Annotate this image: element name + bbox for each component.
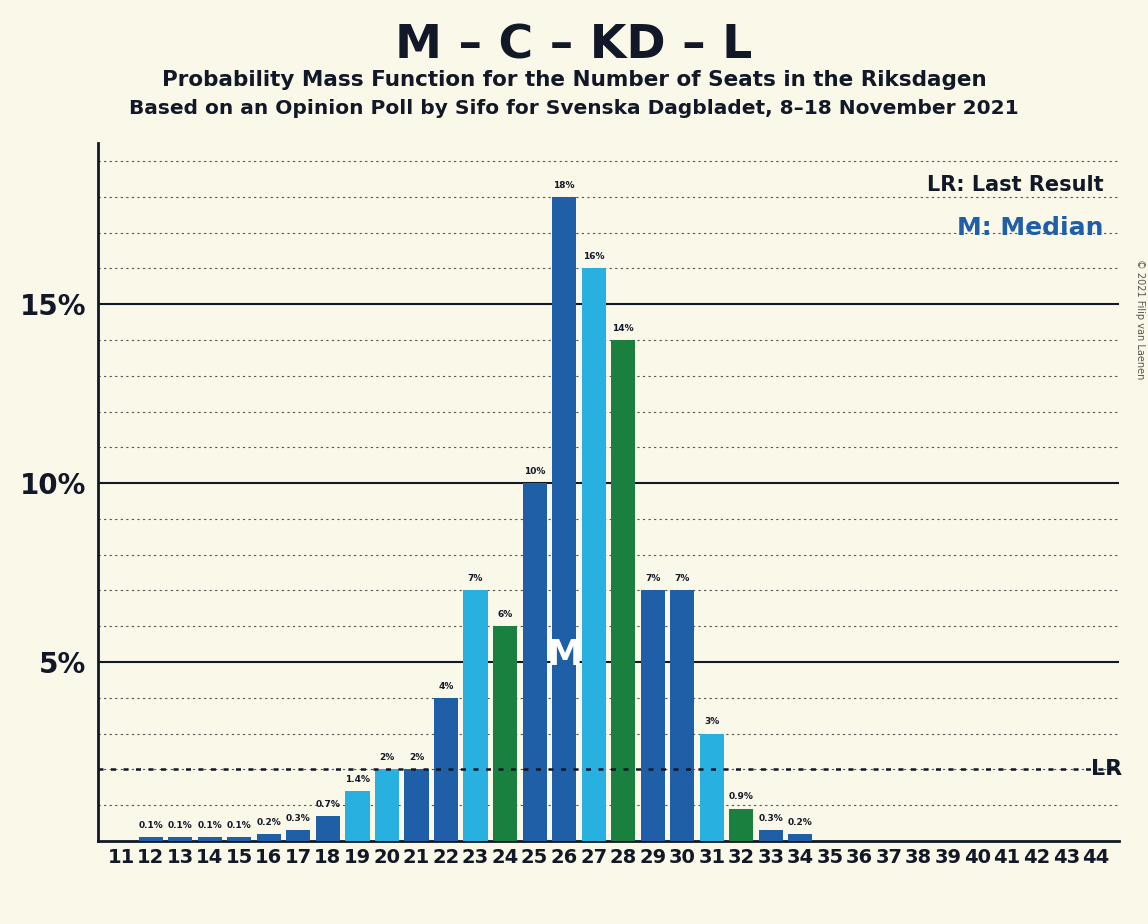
Text: 2%: 2% [379, 753, 395, 762]
Text: 0.1%: 0.1% [227, 821, 251, 830]
Text: 4%: 4% [439, 682, 453, 690]
Text: 7%: 7% [675, 574, 690, 583]
Bar [197, 837, 222, 841]
Bar [257, 833, 281, 841]
Bar [759, 830, 783, 841]
Text: 0.2%: 0.2% [788, 818, 813, 827]
Bar [464, 590, 488, 841]
Bar [434, 698, 458, 841]
Text: 0.3%: 0.3% [759, 814, 783, 823]
Bar [139, 837, 163, 841]
Bar [552, 197, 576, 841]
Bar [168, 837, 193, 841]
Text: 6%: 6% [497, 610, 513, 619]
Text: 0.7%: 0.7% [316, 799, 340, 808]
Bar [375, 770, 400, 841]
Bar [286, 830, 310, 841]
Bar [316, 816, 340, 841]
Text: 16%: 16% [583, 252, 605, 261]
Text: © 2021 Filip van Laenen: © 2021 Filip van Laenen [1135, 259, 1145, 379]
Text: M: Median: M: Median [957, 216, 1104, 240]
Bar [789, 833, 813, 841]
Bar [522, 483, 546, 841]
Text: M: M [546, 638, 582, 672]
Text: 2%: 2% [409, 753, 424, 762]
Text: Probability Mass Function for the Number of Seats in the Riksdagen: Probability Mass Function for the Number… [162, 70, 986, 91]
Bar [404, 770, 428, 841]
Bar [582, 269, 606, 841]
Text: Based on an Opinion Poll by Sifo for Svenska Dagbladet, 8–18 November 2021: Based on an Opinion Poll by Sifo for Sve… [130, 99, 1018, 118]
Bar [729, 808, 753, 841]
Text: 0.9%: 0.9% [729, 793, 754, 801]
Text: 10%: 10% [523, 467, 545, 476]
Text: 7%: 7% [645, 574, 660, 583]
Bar [699, 734, 724, 841]
Text: 0.1%: 0.1% [139, 821, 163, 830]
Text: M – C – KD – L: M – C – KD – L [395, 23, 753, 68]
Bar [641, 590, 665, 841]
Bar [492, 626, 518, 841]
Text: 0.1%: 0.1% [168, 821, 193, 830]
Text: 18%: 18% [553, 181, 575, 189]
Text: 14%: 14% [612, 323, 634, 333]
Text: 1.4%: 1.4% [344, 774, 370, 784]
Text: 0.1%: 0.1% [197, 821, 223, 830]
Bar [346, 791, 370, 841]
Text: 0.3%: 0.3% [286, 814, 311, 823]
Bar [611, 340, 635, 841]
Text: 7%: 7% [468, 574, 483, 583]
Text: 3%: 3% [704, 717, 720, 726]
Text: LR: Last Result: LR: Last Result [928, 175, 1104, 195]
Text: 0.2%: 0.2% [256, 818, 281, 827]
Bar [670, 590, 695, 841]
Bar [227, 837, 251, 841]
Text: LR: LR [1091, 760, 1123, 779]
